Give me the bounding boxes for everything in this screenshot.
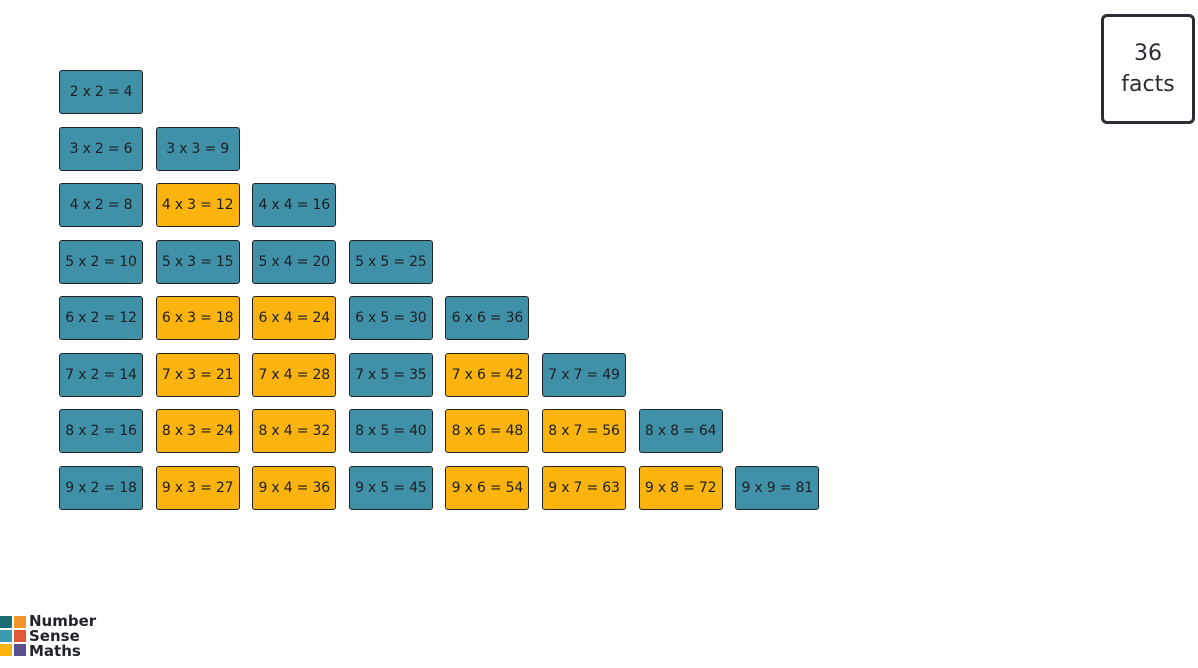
fact-tile: 8 x 2 = 16 bbox=[59, 409, 143, 453]
fact-tile: 4 x 2 = 8 bbox=[59, 183, 143, 227]
fact-tile: 9 x 7 = 63 bbox=[542, 465, 626, 510]
logo-square bbox=[14, 644, 26, 656]
facts-count-box: 36 facts bbox=[1101, 14, 1195, 124]
fact-tile: 8 x 5 = 40 bbox=[348, 409, 433, 453]
fact-tile: 9 x 3 = 27 bbox=[155, 465, 240, 510]
logo-line-sense: Sense bbox=[29, 627, 80, 645]
fact-tile: 6 x 4 = 24 bbox=[252, 296, 337, 340]
fact-tile: 8 x 3 = 24 bbox=[155, 409, 240, 453]
fact-tile: 7 x 4 = 28 bbox=[252, 352, 337, 397]
fact-tile: 3 x 3 = 9 bbox=[155, 126, 240, 171]
fact-tile: 9 x 8 = 72 bbox=[638, 465, 723, 510]
logo-square bbox=[0, 644, 12, 656]
logo-square bbox=[14, 616, 26, 628]
fact-tile: 9 x 4 = 36 bbox=[252, 465, 337, 510]
fact-tile: 6 x 3 = 18 bbox=[155, 296, 240, 340]
logo-square bbox=[0, 630, 12, 642]
logo-squares-icon bbox=[0, 616, 26, 656]
fact-tile: 5 x 3 = 15 bbox=[155, 239, 240, 284]
logo-line-number: Number bbox=[29, 612, 97, 630]
logo-text: Number Sense Maths bbox=[29, 614, 96, 659]
fact-tile: 5 x 2 = 10 bbox=[59, 239, 143, 284]
fact-tile: 7 x 7 = 49 bbox=[542, 352, 626, 397]
fact-tile: 7 x 2 = 14 bbox=[59, 352, 143, 397]
number-sense-maths-logo: Number Sense Maths bbox=[0, 614, 96, 662]
logo-square bbox=[14, 630, 26, 642]
logo-line-maths: Maths bbox=[29, 642, 81, 660]
fact-tile: 5 x 5 = 25 bbox=[348, 239, 433, 284]
fact-tile: 4 x 3 = 12 bbox=[155, 183, 240, 227]
fact-tile: 3 x 2 = 6 bbox=[59, 126, 143, 171]
fact-tile: 8 x 7 = 56 bbox=[542, 409, 626, 453]
fact-tile: 9 x 9 = 81 bbox=[735, 465, 820, 510]
fact-tile: 6 x 5 = 30 bbox=[348, 296, 433, 340]
logo-square bbox=[0, 616, 12, 628]
fact-tile: 7 x 6 = 42 bbox=[445, 352, 530, 397]
fact-tile: 8 x 4 = 32 bbox=[252, 409, 337, 453]
fact-tile: 2 x 2 = 4 bbox=[59, 70, 143, 114]
fact-tile: 6 x 2 = 12 bbox=[59, 296, 143, 340]
fact-tile: 4 x 4 = 16 bbox=[252, 183, 337, 227]
facts-count: 36 bbox=[1134, 41, 1162, 66]
fact-tile: 7 x 5 = 35 bbox=[348, 352, 433, 397]
fact-tile: 6 x 6 = 36 bbox=[445, 296, 530, 340]
fact-tile: 7 x 3 = 21 bbox=[155, 352, 240, 397]
fact-tile: 5 x 4 = 20 bbox=[252, 239, 337, 284]
fact-tile: 9 x 2 = 18 bbox=[59, 465, 143, 510]
fact-tile: 9 x 6 = 54 bbox=[445, 465, 530, 510]
fact-tile: 9 x 5 = 45 bbox=[348, 465, 433, 510]
fact-tile: 8 x 8 = 64 bbox=[638, 409, 723, 453]
fact-tile: 8 x 6 = 48 bbox=[445, 409, 530, 453]
facts-label: facts bbox=[1121, 72, 1175, 97]
